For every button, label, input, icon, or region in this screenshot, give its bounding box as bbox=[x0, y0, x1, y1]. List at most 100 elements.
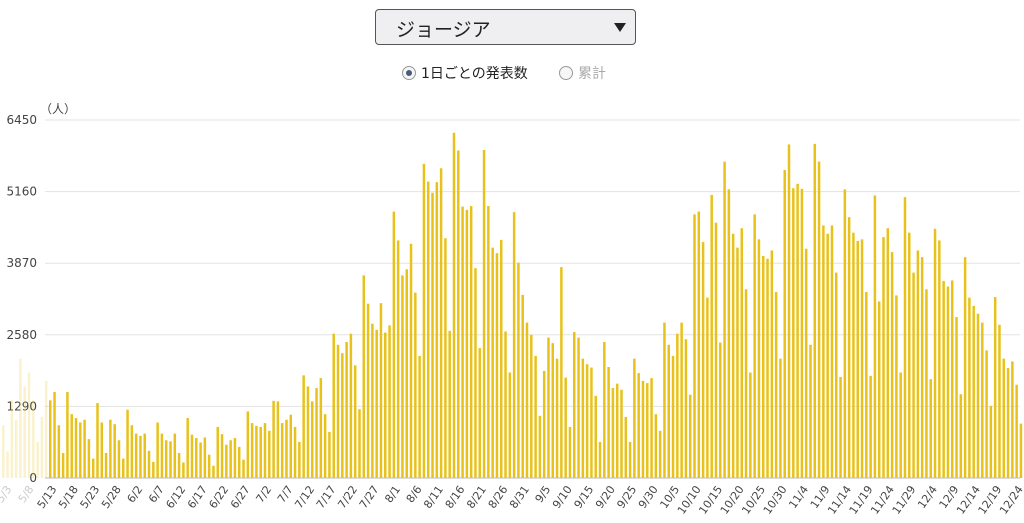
bar bbox=[736, 247, 739, 478]
bar bbox=[358, 409, 361, 478]
x-tick-label: 12/4 bbox=[915, 483, 940, 511]
bar bbox=[684, 339, 688, 478]
bar bbox=[332, 333, 335, 478]
x-tick-label: 6/22 bbox=[206, 483, 231, 511]
bar bbox=[766, 258, 769, 478]
bar bbox=[53, 391, 56, 478]
bar bbox=[667, 344, 670, 478]
bar bbox=[594, 395, 597, 478]
bar bbox=[590, 367, 593, 478]
bar bbox=[182, 462, 185, 478]
bar bbox=[478, 348, 482, 478]
y-tick-label: 3870 bbox=[6, 256, 37, 270]
bar bbox=[207, 454, 211, 478]
bar bbox=[100, 422, 104, 478]
bar bbox=[744, 289, 748, 478]
x-tick-label: 8/31 bbox=[507, 483, 532, 511]
bar bbox=[495, 253, 499, 478]
y-tick-label: 6450 bbox=[6, 113, 37, 127]
country-select[interactable]: ジョージア bbox=[375, 9, 636, 45]
bar bbox=[104, 453, 108, 478]
bar bbox=[671, 355, 675, 478]
triangle-down-icon bbox=[614, 23, 626, 32]
bar bbox=[706, 297, 709, 478]
radio-cumulative[interactable]: 累計 bbox=[559, 63, 606, 83]
x-tick-label: 7/12 bbox=[292, 483, 317, 511]
bar bbox=[779, 358, 782, 478]
x-tick-label: 11/4 bbox=[786, 483, 811, 511]
radio-daily[interactable]: 1日ごとの発表数 bbox=[402, 63, 528, 83]
bar bbox=[375, 329, 378, 478]
bar bbox=[542, 370, 546, 478]
bar bbox=[663, 322, 666, 478]
bar bbox=[405, 269, 408, 478]
bar bbox=[633, 358, 636, 478]
bar bbox=[890, 252, 894, 478]
bar bbox=[147, 450, 151, 478]
bar bbox=[160, 433, 164, 478]
bar bbox=[143, 433, 146, 478]
bar bbox=[757, 239, 761, 478]
bar bbox=[164, 440, 168, 478]
bar bbox=[177, 453, 181, 478]
bar bbox=[259, 426, 262, 478]
bar bbox=[349, 333, 353, 478]
bar bbox=[551, 343, 555, 478]
y-tick-label: 5160 bbox=[6, 185, 37, 199]
bar bbox=[336, 344, 340, 478]
bar bbox=[534, 355, 537, 478]
x-tick-label: 9/10 bbox=[550, 483, 575, 511]
bar bbox=[306, 386, 310, 478]
bar bbox=[770, 250, 774, 478]
bar bbox=[873, 195, 877, 478]
bar bbox=[852, 232, 855, 478]
x-tick-label: 7/17 bbox=[314, 483, 339, 511]
bar bbox=[555, 358, 559, 478]
bar bbox=[323, 414, 327, 478]
faded-bar bbox=[23, 386, 26, 478]
bar bbox=[963, 257, 967, 478]
bar bbox=[499, 239, 503, 478]
x-tick-label-faded: 5/3 bbox=[0, 483, 14, 505]
bar bbox=[804, 248, 808, 478]
x-tick-label: 8/1 bbox=[382, 483, 403, 505]
bar bbox=[315, 388, 318, 478]
radio-cumulative-label: 累計 bbox=[578, 66, 606, 82]
bar bbox=[117, 440, 121, 478]
bar bbox=[74, 418, 78, 478]
bar bbox=[710, 194, 713, 478]
bar bbox=[637, 373, 640, 478]
bar bbox=[1011, 361, 1014, 478]
bar bbox=[843, 189, 847, 478]
bar bbox=[882, 237, 885, 478]
bar bbox=[658, 430, 662, 478]
bar bbox=[482, 149, 486, 478]
bar bbox=[701, 242, 705, 478]
faded-bar bbox=[44, 380, 48, 478]
bar bbox=[250, 423, 254, 478]
bar bbox=[508, 372, 512, 478]
bar bbox=[654, 414, 658, 478]
y-tick-label: 1290 bbox=[6, 399, 37, 413]
bar bbox=[229, 440, 232, 478]
x-tick-label: 8/26 bbox=[486, 483, 511, 511]
faded-bar bbox=[40, 416, 44, 478]
bar bbox=[903, 197, 907, 478]
bar bbox=[693, 214, 696, 479]
bar bbox=[268, 430, 271, 478]
x-tick-label: 6/12 bbox=[163, 483, 188, 511]
bar bbox=[366, 303, 370, 478]
bar bbox=[955, 317, 958, 478]
bar bbox=[624, 416, 628, 478]
bar bbox=[130, 425, 134, 478]
bar bbox=[280, 423, 284, 478]
bar bbox=[895, 295, 898, 478]
bar bbox=[714, 222, 718, 478]
bar bbox=[822, 225, 825, 478]
bar bbox=[134, 433, 138, 478]
bar bbox=[448, 330, 451, 478]
bar bbox=[396, 240, 400, 478]
bar bbox=[719, 342, 722, 478]
bar bbox=[938, 240, 941, 478]
